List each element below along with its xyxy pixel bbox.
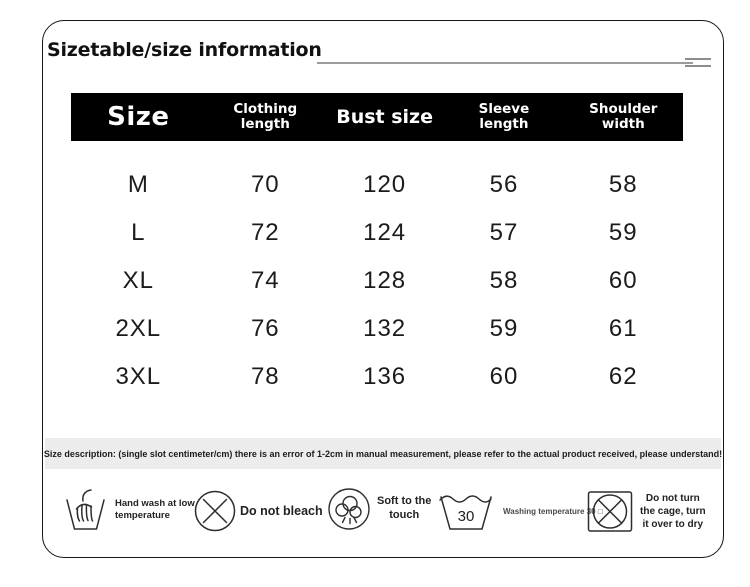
bust-size-cell: 128: [363, 267, 407, 294]
shoulder-width-cell: 60: [608, 267, 638, 294]
column-header-bust-size: Bust size: [336, 106, 433, 128]
care-label: Do not bleach: [240, 504, 323, 518]
table-row: XL 74 128 58 60: [71, 257, 683, 305]
size-cell: XL: [122, 267, 154, 294]
size-cell: L: [131, 219, 146, 246]
sleeve-length-cell: 56: [489, 171, 519, 198]
sleeve-length-cell: 57: [489, 219, 519, 246]
soft-touch-icon: [328, 488, 370, 530]
bust-size-cell: 136: [363, 363, 407, 390]
clothing-length-cell: 76: [250, 315, 280, 342]
care-item-do-not-bleach: Do not bleach: [193, 489, 323, 533]
shoulder-width-cell: 59: [608, 219, 638, 246]
clothing-length-cell: 70: [250, 171, 280, 198]
no-tumble-dry-icon: [587, 491, 633, 532]
care-item-soft-touch: Soft to the touch: [327, 487, 431, 531]
page-title: Sizetable/size information: [47, 39, 322, 61]
care-item-wash-30: 30 Washing temperature 30 □: [437, 490, 603, 532]
bust-size-cell: 132: [363, 315, 407, 342]
table-header: Size Clothing length Bust size Sleeve le…: [71, 93, 683, 141]
care-label: Do not turn the cage, turn it over to dr…: [640, 492, 706, 530]
hand-wash-icon: [66, 489, 105, 530]
sleeve-length-cell: 59: [489, 315, 519, 342]
table-body: M 70 120 56 58 L 72 124 57 59 XL 74 128 58 60 2XL 76 132 5…: [71, 161, 683, 401]
size-info-card: Sizetable/size information Size Clothing…: [42, 20, 724, 558]
clothing-length-cell: 72: [250, 219, 280, 246]
size-cell: 3XL: [115, 363, 162, 390]
care-label: Soft to the touch: [377, 495, 432, 521]
column-header-sleeve-length: Sleeve length: [478, 100, 530, 132]
do-not-bleach-icon: [194, 490, 236, 532]
care-label: Hand wash at low temperature: [115, 497, 195, 521]
size-description-band: Size description: (single slot centimete…: [43, 438, 723, 469]
care-label: Washing temperature 30 □: [503, 506, 603, 516]
column-header-clothing-length: Clothing length: [233, 100, 298, 132]
shoulder-width-cell: 58: [608, 171, 638, 198]
sleeve-length-cell: 58: [489, 267, 519, 294]
size-cell: M: [127, 171, 149, 198]
shoulder-width-cell: 62: [608, 363, 638, 390]
shoulder-width-cell: 61: [608, 315, 638, 342]
sleeve-length-cell: 60: [489, 363, 519, 390]
table-row: L 72 124 57 59: [71, 209, 683, 257]
size-description-text: Size description: (single slot centimete…: [43, 448, 723, 459]
care-item-no-tumble-dry: Do not turn the cage, turn it over to dr…: [585, 488, 706, 534]
bust-size-cell: 120: [363, 171, 407, 198]
wash-temperature-value: 30: [458, 508, 475, 525]
table-row: 3XL 78 136 60 62: [71, 353, 683, 401]
care-item-hand-wash: Hand wash at low temperature: [63, 487, 195, 533]
table-row: M 70 120 56 58: [71, 161, 683, 209]
column-header-shoulder-width: Shoulder width: [589, 100, 658, 132]
title-divider-line: [317, 62, 693, 64]
table-row: 2XL 76 132 59 61: [71, 305, 683, 353]
size-cell: 2XL: [115, 315, 162, 342]
bust-size-cell: 124: [363, 219, 407, 246]
clothing-length-cell: 78: [250, 363, 280, 390]
clothing-length-cell: 74: [250, 267, 280, 294]
wash-30-icon: 30: [439, 495, 492, 530]
double-line-icon: [685, 58, 711, 67]
column-header-size: Size: [107, 102, 170, 132]
